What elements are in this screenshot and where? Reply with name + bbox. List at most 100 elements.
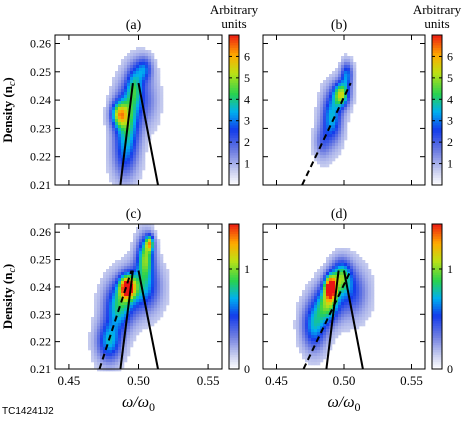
heatmap-cell (130, 299, 134, 303)
heatmap-cell (359, 305, 363, 309)
heatmap-cell (124, 68, 128, 72)
heatmap-cell (142, 125, 146, 129)
heatmap-cell (112, 149, 116, 153)
heatmap-cell (148, 281, 152, 285)
heatmap-cell (326, 110, 330, 114)
heatmap-cell (133, 269, 137, 273)
heatmap-cell (311, 128, 315, 132)
heatmap-cell (320, 323, 324, 327)
heatmap-cell (311, 137, 315, 141)
heatmap-cell (335, 137, 339, 141)
heatmap-cell (341, 272, 345, 276)
heatmap-cell (145, 86, 149, 90)
heatmap-cell (139, 80, 143, 84)
heatmap-cell (154, 119, 158, 123)
heatmap-cell (157, 242, 161, 246)
heatmap-cell (163, 290, 167, 294)
heatmap-cell (335, 248, 339, 252)
heatmap-cell (157, 281, 161, 285)
heatmap-cell (347, 68, 351, 72)
heatmap-cell (136, 299, 140, 303)
heatmap-cell (332, 152, 336, 156)
heatmap-cell (118, 362, 122, 366)
heatmap-cell (151, 263, 155, 267)
heatmap-cell (115, 149, 119, 153)
heatmap-cell (338, 272, 342, 276)
heatmap-cell (338, 152, 342, 156)
heatmap-cell (136, 71, 140, 75)
heatmap-cell (332, 113, 336, 117)
colorbar-swatch (229, 35, 239, 38)
colorbar-swatch (432, 238, 442, 242)
heatmap-cell (127, 290, 131, 294)
heatmap-cell (103, 290, 107, 294)
heatmap-cell (109, 317, 113, 321)
heatmap-cell (142, 152, 146, 156)
heatmap-cell (335, 143, 339, 147)
colorbar-tick-label: 1 (447, 262, 453, 276)
heatmap-cell (115, 170, 119, 174)
heatmap-cell (115, 128, 119, 132)
heatmap-cell (127, 272, 131, 276)
heatmap-cell (142, 101, 146, 105)
colorbar-swatch (229, 233, 239, 237)
heatmap-cell (341, 116, 345, 120)
colorbar-swatch (432, 112, 442, 116)
heatmap-cell (157, 278, 161, 282)
colorbar-swatch (229, 236, 239, 239)
heatmap-cell (112, 287, 116, 291)
heatmap-cell (157, 119, 161, 123)
heatmap-cell (308, 338, 312, 342)
heatmap-cell (166, 275, 170, 279)
heatmap-cell (91, 344, 95, 348)
heatmap-cell (106, 356, 110, 360)
heatmap-cell (332, 137, 336, 141)
heatmap-cell (127, 281, 131, 285)
heatmap-cell (121, 365, 125, 369)
heatmap-cell (133, 164, 137, 168)
colorbar-swatch (432, 228, 442, 232)
colorbar-swatch (229, 250, 239, 254)
colorbar-swatch (432, 320, 442, 324)
x-tick-label: 0.45 (265, 373, 288, 388)
heatmap-cell (142, 131, 146, 135)
heatmap-cell (317, 320, 321, 324)
colorbar-swatch (229, 70, 239, 73)
heatmap-cell (103, 365, 107, 369)
heatmap-cell (305, 287, 309, 291)
heatmap-cell (323, 263, 327, 267)
heatmap-cell (151, 233, 155, 237)
heatmap-cell (115, 98, 119, 102)
heatmap-cell (157, 314, 161, 318)
heatmap-cell (308, 329, 312, 333)
heatmap-cell (160, 290, 164, 294)
colorbar-swatch (229, 282, 239, 285)
heatmap-cell (311, 344, 315, 348)
colorbar-swatch (432, 67, 442, 71)
heatmap-cell (157, 113, 161, 117)
heatmap-cell (335, 311, 339, 315)
heatmap-cell (160, 257, 164, 261)
heatmap-cell (332, 278, 336, 282)
heatmap-cell (106, 113, 110, 117)
heatmap-cell (145, 149, 149, 153)
heatmap-cell (106, 152, 110, 156)
heatmap-cell (160, 86, 164, 90)
heatmap-cell (133, 329, 137, 333)
heatmap-cell (329, 269, 333, 273)
heatmap-cell (329, 305, 333, 309)
heatmap-cell (142, 134, 146, 138)
heatmap-cell (326, 134, 330, 138)
heatmap-cell (130, 74, 134, 78)
colorbar-swatch (229, 50, 239, 53)
heatmap-cell (356, 296, 360, 300)
heatmap-cell (323, 119, 327, 123)
heatmap-cell (338, 89, 342, 93)
heatmap-cell (127, 179, 131, 183)
heatmap-cell (139, 269, 143, 273)
heatmap-cell (136, 143, 140, 147)
heatmap-cell (109, 107, 113, 111)
heatmap-cell (112, 173, 116, 177)
heatmap-cell (109, 152, 113, 156)
heatmap-cell (341, 143, 345, 147)
